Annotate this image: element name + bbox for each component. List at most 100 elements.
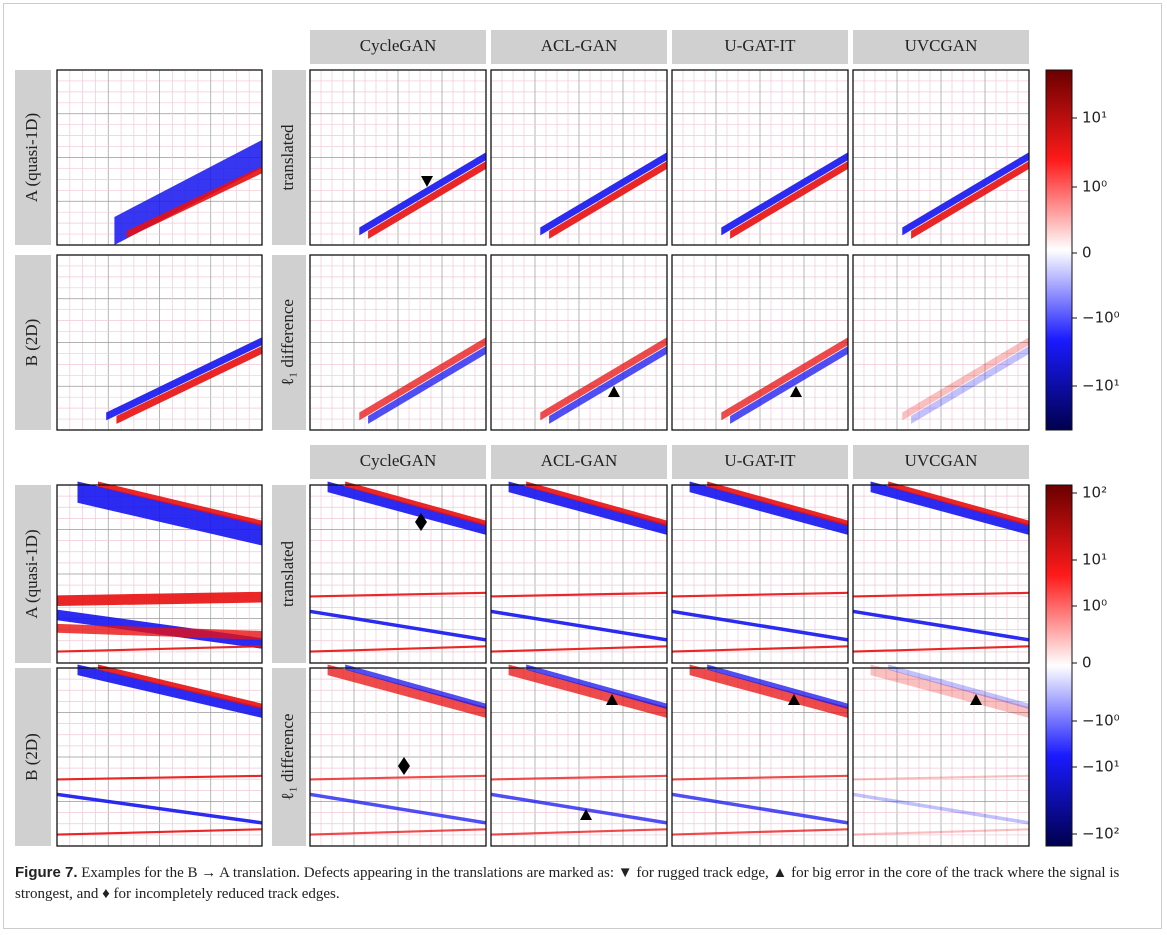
row-label: A (quasi-1D) [22, 113, 41, 202]
row-label-box [272, 70, 306, 245]
column-header-box [853, 445, 1029, 479]
figure-frame [3, 3, 1162, 929]
colorbar-tick-label: 10⁰ [1082, 597, 1107, 615]
track [730, 161, 848, 239]
track [126, 166, 262, 238]
column-header-box [491, 445, 667, 479]
image-border [671, 484, 849, 664]
row-label: B (2D) [22, 319, 41, 367]
row-label: B (2D) [22, 733, 41, 781]
image-panel [309, 254, 487, 431]
image-panel [671, 481, 849, 664]
track [672, 792, 848, 825]
row-label-box [272, 668, 306, 846]
row-label: translated [278, 124, 297, 191]
caption-label: Figure 7. [15, 864, 78, 881]
track [310, 591, 486, 598]
image-panel [56, 69, 263, 246]
colorbar-tick-label: 10¹ [1082, 551, 1107, 569]
track [853, 645, 1029, 653]
track [549, 161, 667, 239]
column-header-box [310, 445, 486, 479]
track [57, 828, 262, 836]
image-border [852, 254, 1030, 431]
track [540, 337, 667, 421]
track [359, 152, 486, 236]
track [853, 591, 1029, 598]
track [491, 828, 667, 836]
image-panel [309, 481, 487, 664]
track [853, 609, 1029, 642]
track [689, 664, 848, 718]
track [689, 481, 848, 535]
image-panel [309, 664, 487, 847]
track [870, 664, 1029, 718]
track [540, 152, 667, 236]
caption: Figure 7. Examples for the B → A transla… [15, 862, 1150, 905]
track [491, 792, 667, 825]
track [491, 591, 667, 598]
image-panel [490, 254, 668, 431]
track [57, 774, 262, 781]
row-label-box [15, 485, 51, 663]
image-panel [56, 254, 263, 431]
colorbar-tick-label: −10¹ [1082, 377, 1120, 395]
track [106, 337, 262, 421]
image-panel [852, 481, 1030, 664]
track [672, 828, 848, 836]
row-label-box [15, 70, 51, 245]
image-border [671, 254, 849, 431]
column-header-box [672, 30, 848, 64]
track [345, 481, 486, 526]
colorbar-tick-label: 0 [1082, 654, 1092, 672]
track [491, 774, 667, 781]
image-border [852, 667, 1030, 847]
image-border [309, 667, 487, 847]
track [57, 591, 262, 607]
track [911, 161, 1029, 239]
track [508, 664, 667, 718]
image-panel [671, 664, 849, 847]
column-header: U-GAT-IT [724, 36, 796, 55]
colorbar [1045, 69, 1073, 431]
colorbar [1045, 484, 1073, 847]
image-panel [309, 69, 487, 246]
column-header-box [853, 30, 1029, 64]
track [77, 664, 262, 718]
colorbar-tick-label: 10⁰ [1082, 178, 1107, 196]
image-border [309, 254, 487, 431]
track [310, 828, 486, 836]
colorbar-tick-label: −10⁰ [1082, 712, 1120, 730]
row-label: ℓ₁ difference [278, 714, 297, 801]
image-border [852, 484, 1030, 664]
colorbar-tick-label: 0 [1082, 244, 1092, 262]
track [902, 152, 1029, 236]
row-label: translated [278, 540, 297, 607]
track [672, 609, 848, 642]
defect-marker-edge [398, 757, 410, 775]
defect-marker-core [608, 386, 620, 397]
track [526, 664, 667, 709]
track [98, 481, 262, 526]
track [57, 645, 262, 653]
row-label-box [15, 255, 51, 430]
image-panel [490, 664, 668, 847]
track [491, 609, 667, 642]
track [98, 664, 262, 709]
image-panel [671, 254, 849, 431]
image-border [490, 667, 668, 847]
track [888, 481, 1029, 526]
colorbar-tick-label: −10⁰ [1082, 309, 1120, 327]
row-label: A (quasi-1D) [22, 529, 41, 618]
column-header: UVCGAN [905, 36, 978, 55]
track [359, 337, 486, 421]
track [368, 346, 486, 424]
image-border [56, 254, 263, 431]
image-border [490, 484, 668, 664]
track [853, 828, 1029, 836]
defect-marker-core [606, 694, 618, 705]
column-header: ACL-GAN [541, 451, 618, 470]
track [730, 346, 848, 424]
image-border [309, 69, 487, 246]
column-header: ACL-GAN [541, 36, 618, 55]
